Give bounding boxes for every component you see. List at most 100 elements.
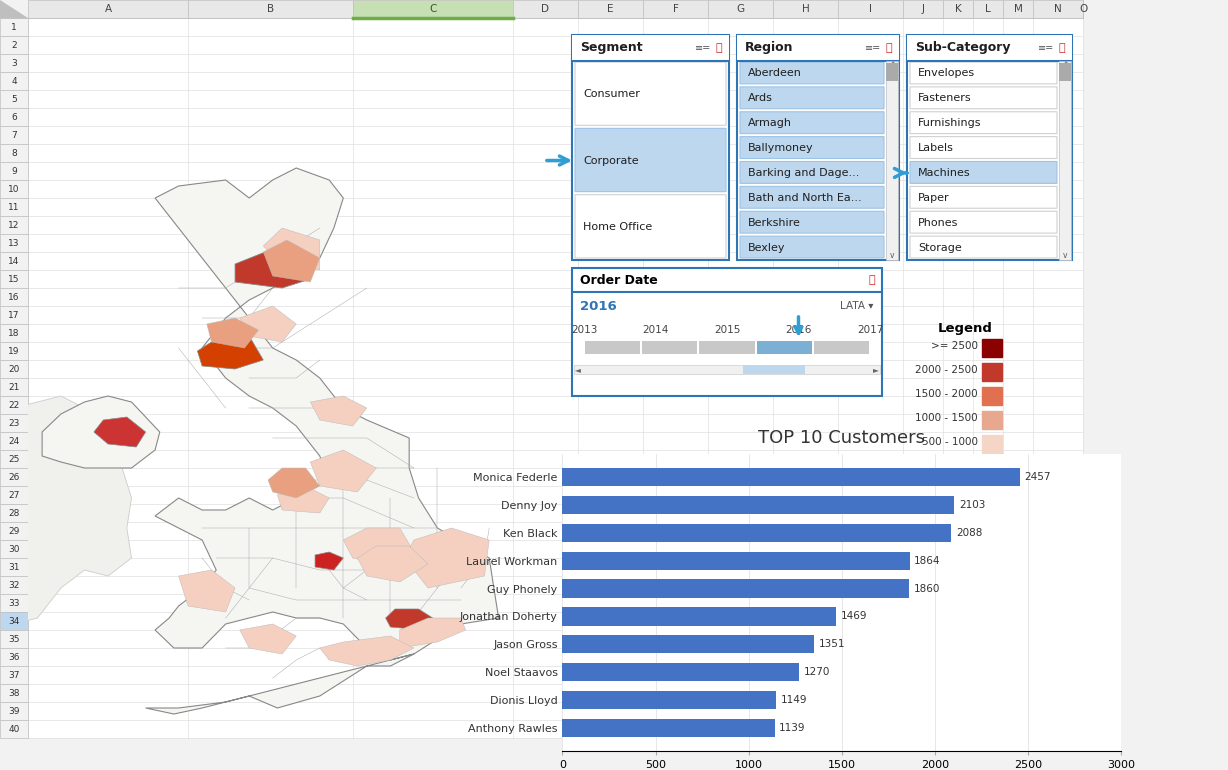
FancyBboxPatch shape bbox=[740, 211, 884, 233]
Polygon shape bbox=[178, 570, 235, 612]
Bar bbox=[572, 35, 729, 260]
Polygon shape bbox=[316, 552, 344, 570]
FancyBboxPatch shape bbox=[740, 62, 884, 84]
Bar bbox=[0, 540, 28, 558]
Text: K: K bbox=[954, 4, 962, 14]
Polygon shape bbox=[42, 396, 160, 468]
Text: F: F bbox=[673, 4, 678, 14]
Polygon shape bbox=[239, 306, 296, 342]
Text: 6: 6 bbox=[11, 112, 17, 122]
Text: 2088: 2088 bbox=[955, 527, 982, 537]
FancyBboxPatch shape bbox=[740, 186, 884, 208]
Bar bbox=[0, 0, 28, 18]
Text: 1270: 1270 bbox=[803, 668, 830, 678]
Bar bbox=[737, 35, 899, 61]
Text: Barking and Dage...: Barking and Dage... bbox=[748, 168, 860, 178]
Bar bbox=[572, 268, 882, 396]
Bar bbox=[562, 551, 910, 570]
Polygon shape bbox=[319, 636, 414, 666]
Bar bbox=[0, 396, 28, 414]
Text: 2016: 2016 bbox=[580, 300, 616, 313]
Bar bbox=[0, 198, 28, 216]
Text: Envelopes: Envelopes bbox=[919, 69, 975, 79]
Polygon shape bbox=[311, 396, 367, 426]
Bar bbox=[0, 468, 28, 486]
Bar bbox=[0, 288, 28, 306]
Text: 33: 33 bbox=[9, 598, 20, 608]
Bar bbox=[0, 414, 28, 432]
FancyBboxPatch shape bbox=[910, 211, 1057, 233]
Text: 14: 14 bbox=[9, 256, 20, 266]
Text: Ards: Ards bbox=[748, 93, 772, 103]
Text: 1000 - 1500: 1000 - 1500 bbox=[915, 413, 977, 424]
FancyBboxPatch shape bbox=[740, 162, 884, 183]
Bar bbox=[885, 61, 898, 260]
Text: 2015: 2015 bbox=[713, 325, 740, 335]
Text: 1469: 1469 bbox=[841, 611, 867, 621]
FancyBboxPatch shape bbox=[910, 62, 1057, 84]
Bar bbox=[709, 0, 772, 18]
Bar bbox=[0, 522, 28, 540]
Text: Order Date: Order Date bbox=[580, 273, 658, 286]
Bar bbox=[573, 365, 880, 374]
Bar bbox=[0, 576, 28, 594]
Text: 19: 19 bbox=[9, 346, 20, 356]
Bar bbox=[1033, 0, 1083, 18]
Bar bbox=[585, 341, 640, 354]
Text: 40: 40 bbox=[9, 725, 20, 734]
Polygon shape bbox=[263, 228, 319, 270]
Polygon shape bbox=[344, 528, 414, 564]
Bar bbox=[0, 378, 28, 396]
Text: 2013: 2013 bbox=[571, 325, 597, 335]
Bar bbox=[885, 63, 898, 81]
Bar bbox=[1003, 0, 1033, 18]
Text: 8: 8 bbox=[11, 149, 17, 158]
Text: 25: 25 bbox=[9, 454, 20, 464]
Text: 32: 32 bbox=[9, 581, 20, 590]
Text: G: G bbox=[737, 4, 744, 14]
Bar bbox=[28, 0, 188, 18]
Text: 13: 13 bbox=[9, 239, 20, 247]
Text: B: B bbox=[266, 4, 274, 14]
Bar bbox=[0, 144, 28, 162]
Bar bbox=[0, 18, 28, 36]
Text: ►: ► bbox=[873, 366, 879, 374]
Text: Ballymoney: Ballymoney bbox=[748, 143, 814, 153]
Polygon shape bbox=[386, 609, 432, 630]
Text: 1860: 1860 bbox=[914, 584, 939, 594]
Text: Labels: Labels bbox=[919, 143, 954, 153]
Bar bbox=[572, 35, 729, 61]
Bar bbox=[0, 324, 28, 342]
Text: Consumer: Consumer bbox=[583, 89, 640, 99]
Text: N: N bbox=[1054, 4, 1062, 14]
FancyBboxPatch shape bbox=[910, 186, 1057, 208]
Text: I: I bbox=[869, 4, 872, 14]
Text: 15: 15 bbox=[9, 274, 20, 283]
Bar bbox=[743, 365, 804, 374]
Text: 38: 38 bbox=[9, 688, 20, 698]
Bar bbox=[0, 666, 28, 684]
Text: Paper: Paper bbox=[919, 192, 949, 203]
Text: Phones: Phones bbox=[919, 218, 958, 228]
Bar bbox=[0, 360, 28, 378]
Text: 2: 2 bbox=[11, 41, 17, 49]
Text: Fasteners: Fasteners bbox=[919, 93, 971, 103]
Bar bbox=[903, 0, 943, 18]
Text: 27: 27 bbox=[9, 490, 20, 500]
Text: 20: 20 bbox=[9, 364, 20, 373]
Text: 36: 36 bbox=[9, 652, 20, 661]
Text: Region: Region bbox=[745, 42, 793, 55]
Bar bbox=[0, 90, 28, 108]
Text: 2014: 2014 bbox=[642, 325, 669, 335]
Polygon shape bbox=[263, 240, 319, 282]
Text: 26: 26 bbox=[9, 473, 20, 481]
Text: 7: 7 bbox=[11, 130, 17, 139]
Text: 12: 12 bbox=[9, 220, 20, 229]
Bar bbox=[0, 234, 28, 252]
Text: 1139: 1139 bbox=[780, 723, 806, 733]
Text: E: E bbox=[608, 4, 614, 14]
Text: 17: 17 bbox=[9, 310, 20, 320]
FancyBboxPatch shape bbox=[910, 112, 1057, 134]
Polygon shape bbox=[357, 546, 429, 582]
Text: 2103: 2103 bbox=[959, 500, 985, 510]
